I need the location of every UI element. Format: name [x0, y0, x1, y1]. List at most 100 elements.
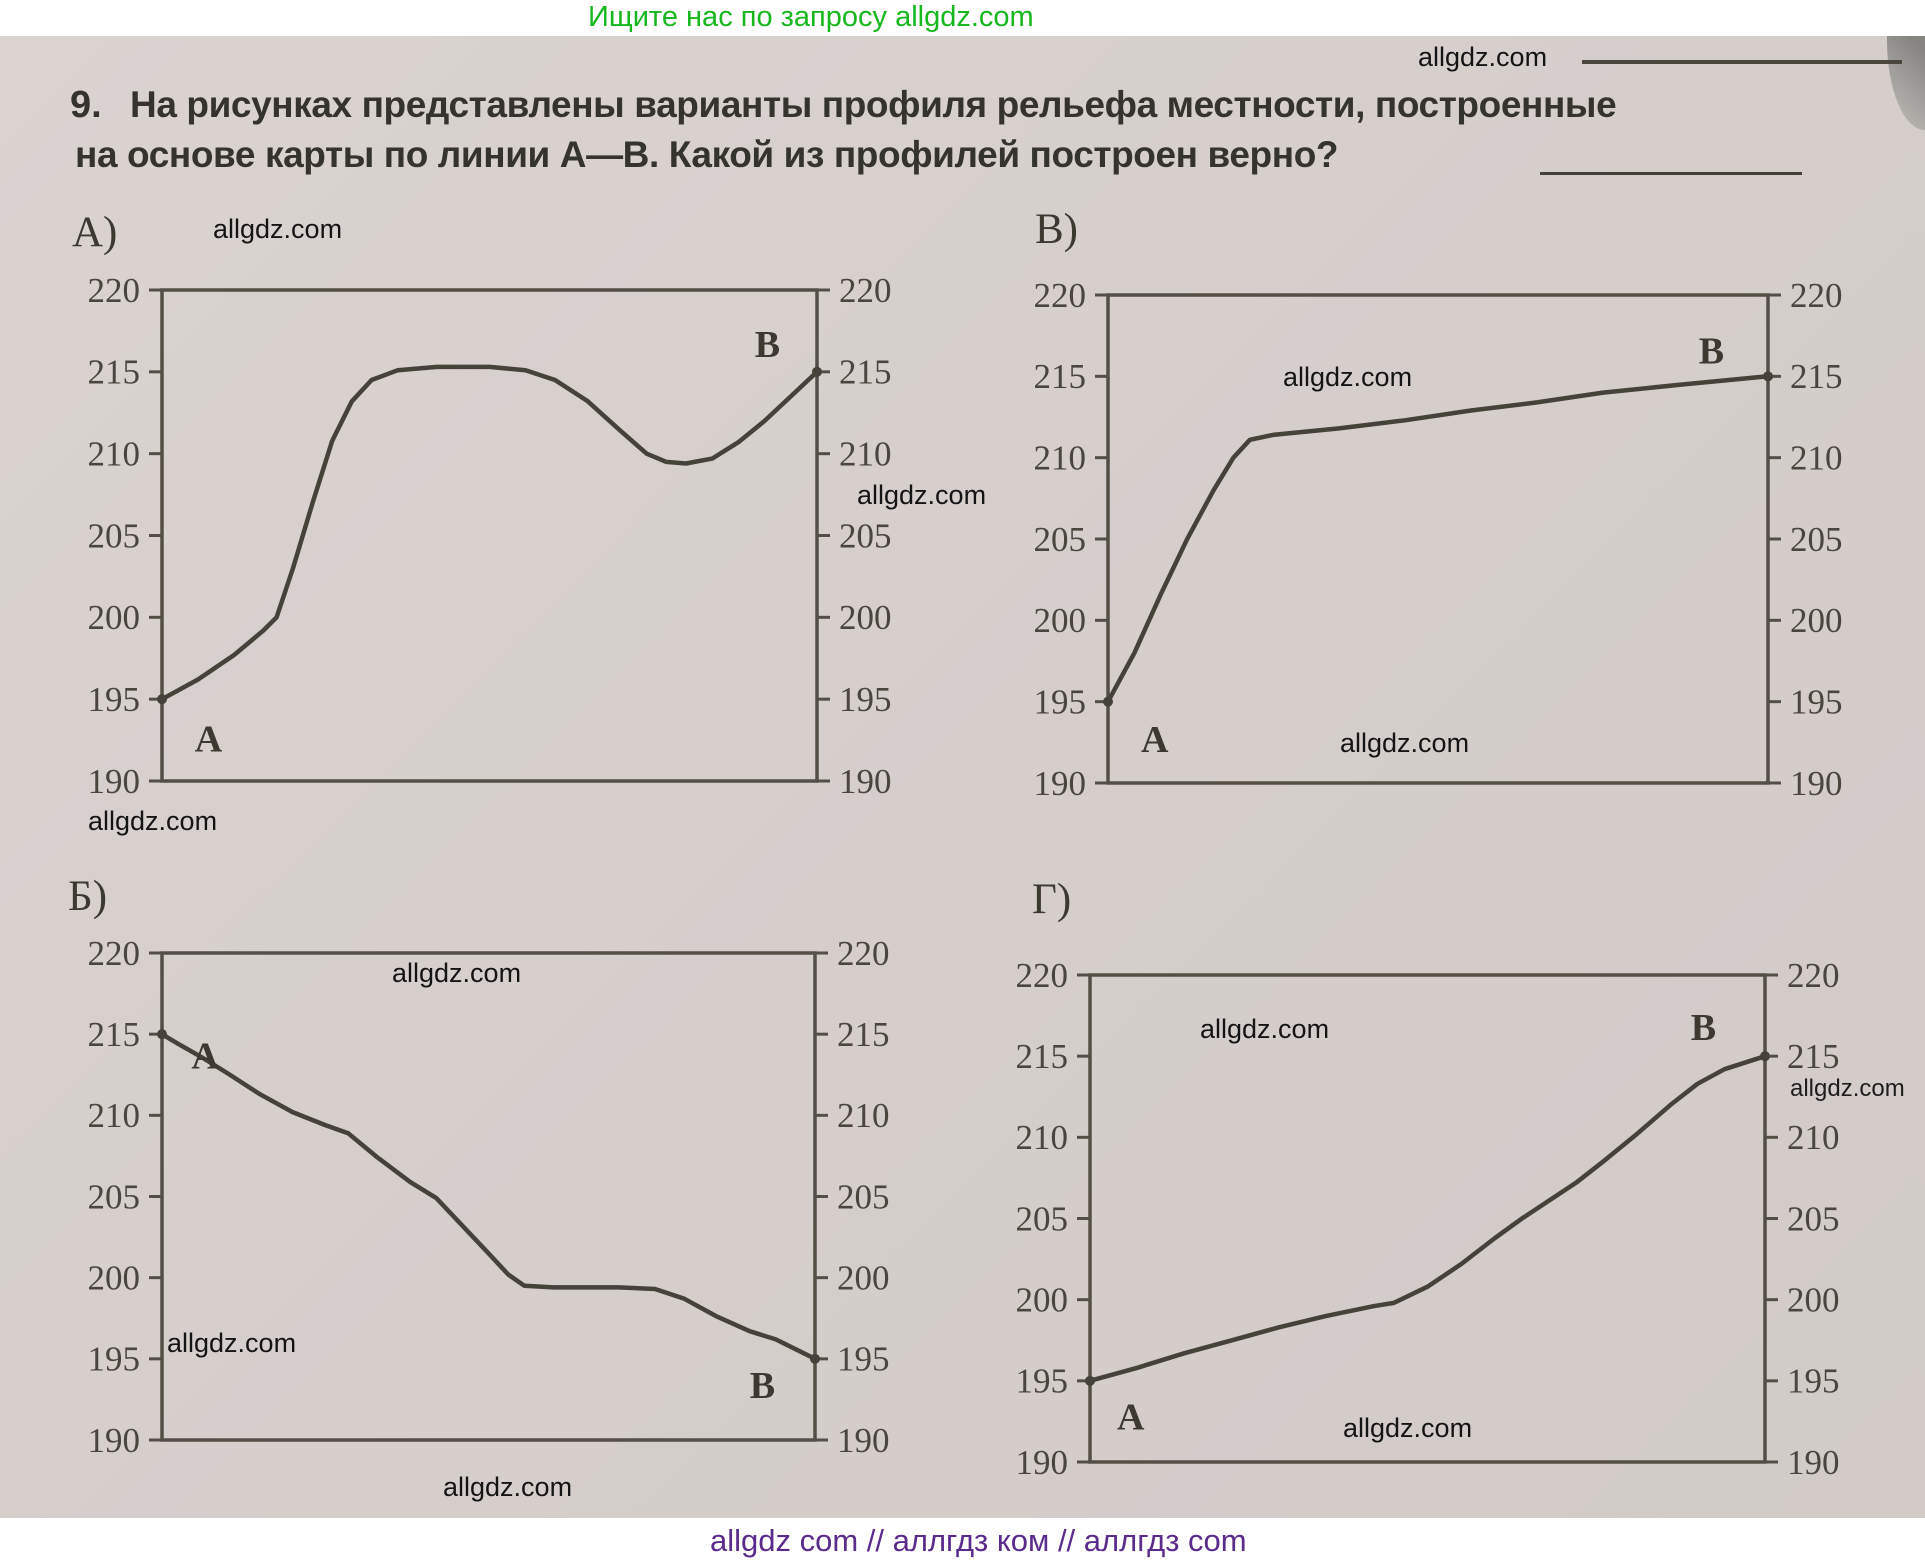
chart-a-profile-curve [159, 364, 820, 702]
chart-g-end-point-label: B [1691, 1007, 1716, 1049]
watermark-allgdz-10: allgdz.com [1200, 1014, 1330, 1044]
chart-v-right-label-190: 190 [1790, 764, 1843, 803]
chart-a-axis-box [160, 288, 819, 783]
chart-v-right-label-205: 205 [1790, 520, 1843, 559]
chart-panel-a: А) 220 220 215 215 210 210 205 205 200 200 195 195 19… [72, 209, 892, 801]
chart-g-panel-label: Г) [1032, 876, 1071, 923]
chart-a-left-label-190: 190 [88, 762, 141, 801]
chart-g-right-label-200: 200 [1787, 1281, 1840, 1320]
chart-b-end-point-label: B [750, 1365, 775, 1407]
chart-v-left-label-195: 195 [1034, 683, 1087, 722]
chart-b-left-label-215: 215 [88, 1015, 141, 1054]
chart-g-point-a-dot [1085, 1375, 1095, 1386]
chart-a-left-label-210: 210 [88, 435, 141, 474]
watermark-allgdz-7: allgdz.com [392, 958, 522, 988]
chart-v-start-point-label: A [1141, 719, 1169, 761]
site-banner-bottom: allgdz com // аллгдз ком // аллгдз com [710, 1523, 1247, 1558]
chart-b-right-label-215: 215 [837, 1015, 890, 1054]
watermark-allgdz-4: allgdz.com [88, 806, 218, 836]
chart-g-axis-box [1088, 973, 1767, 1464]
watermark-allgdz-2: allgdz.com [213, 214, 343, 244]
chart-b-left-label-210: 210 [88, 1096, 141, 1135]
chart-panel-v: В) 220 220 215 215 210 210 205 205 200 200 195 195 19… [1034, 206, 1843, 803]
chart-b-axis-box [160, 951, 817, 1442]
chart-b-left-label-190: 190 [88, 1421, 141, 1460]
chart-g-right-label-195: 195 [1787, 1362, 1840, 1401]
chart-b-panel-label: Б) [68, 873, 107, 920]
answer-blank-line [1540, 172, 1802, 175]
watermark-allgdz-6: allgdz.com [1340, 728, 1470, 758]
chart-g-start-point-label: A [1117, 1397, 1145, 1439]
header-rule-line [1582, 60, 1902, 64]
chart-v-left-label-190: 190 [1034, 764, 1087, 803]
chart-g-left-label-200: 200 [1016, 1281, 1069, 1320]
chart-b-right-label-205: 205 [837, 1177, 890, 1216]
question-text-line2: на основе карты по линии А—В. Какой из п… [75, 134, 1339, 175]
watermark-allgdz-5: allgdz.com [1283, 362, 1413, 392]
chart-b-profile-curve [159, 1031, 818, 1362]
chart-g-right-label-210: 210 [1787, 1118, 1840, 1157]
watermark-allgdz-9: allgdz.com [443, 1472, 573, 1502]
chart-g-point-b-dot [1760, 1051, 1770, 1062]
chart-a-left-label-205: 205 [88, 516, 141, 555]
chart-b-right-label-210: 210 [837, 1096, 890, 1135]
chart-v-left-label-200: 200 [1034, 601, 1087, 640]
chart-a-point-a-dot [157, 694, 167, 705]
chart-a-left-label-195: 195 [88, 680, 141, 719]
chart-v-right-label-220: 220 [1790, 276, 1843, 315]
chart-b-right-label-190: 190 [837, 1421, 890, 1460]
chart-a-right-label-220: 220 [839, 271, 892, 310]
chart-v-panel-label: В) [1035, 206, 1078, 253]
chart-g-left-label-195: 195 [1016, 1362, 1069, 1401]
chart-b-right-label-220: 220 [837, 934, 890, 973]
chart-a-start-point-label: A [195, 719, 223, 761]
chart-v-right-label-215: 215 [1790, 357, 1843, 396]
chart-b-left-label-195: 195 [88, 1340, 141, 1379]
chart-v-point-b-dot [1763, 371, 1773, 382]
chart-a-right-label-205: 205 [839, 516, 892, 555]
chart-a-point-b-dot [812, 366, 822, 377]
chart-a-left-label-200: 200 [88, 598, 141, 637]
chart-a-right-label-210: 210 [839, 435, 892, 474]
chart-b-right-label-195: 195 [837, 1340, 890, 1379]
chart-v-left-label-220: 220 [1034, 276, 1087, 315]
chart-v-left-label-205: 205 [1034, 520, 1087, 559]
chart-g-right-label-205: 205 [1787, 1199, 1840, 1238]
question-number: 9. [70, 84, 102, 126]
chart-a-right-label-200: 200 [839, 598, 892, 637]
chart-v-right-label-200: 200 [1790, 601, 1843, 640]
chart-v-left-label-215: 215 [1034, 357, 1087, 396]
chart-b-start-point-label: A [191, 1035, 219, 1077]
chart-v-end-point-label: B [1699, 330, 1724, 372]
watermark-allgdz-3: allgdz.com [857, 480, 987, 510]
chart-v-right-label-210: 210 [1790, 439, 1843, 478]
watermark-allgdz-11: allgdz.com [1790, 1075, 1905, 1102]
chart-b-point-a-dot [157, 1029, 167, 1040]
chart-a-left-label-220: 220 [88, 271, 141, 310]
chart-v-profile-curve [1105, 374, 1771, 704]
chart-a-panel-label: А) [72, 209, 117, 256]
page-background [0, 36, 1925, 1518]
chart-panel-b: Б) 220 220 215 215 210 210 205 205 200 200 195 195 19… [68, 873, 890, 1460]
chart-a-end-point-label: B [755, 324, 780, 366]
chart-v-point-a-dot [1103, 696, 1113, 707]
chart-b-point-b-dot [810, 1353, 820, 1364]
chart-g-left-label-220: 220 [1016, 956, 1069, 995]
chart-g-left-label-190: 190 [1016, 1443, 1069, 1482]
chart-b-left-label-220: 220 [88, 934, 141, 973]
chart-g-profile-curve [1087, 1053, 1768, 1384]
chart-g-left-label-215: 215 [1016, 1037, 1069, 1076]
site-banner-top: Ищите нас по запросу allgdz.com [588, 1, 1034, 33]
chart-v-axis-box [1106, 293, 1770, 785]
chart-g-right-label-220: 220 [1787, 956, 1840, 995]
chart-v-right-label-195: 195 [1790, 683, 1843, 722]
chart-g-right-label-190: 190 [1787, 1443, 1840, 1482]
chart-a-right-label-195: 195 [839, 680, 892, 719]
chart-panel-g: Г) 220 220 215 215 210 210 205 205 200 200 195 195 19… [1016, 876, 1840, 1482]
question-text-line1: На рисунках представлены варианты профил… [130, 84, 1617, 125]
chart-a-right-label-190: 190 [839, 762, 892, 801]
watermark-allgdz-12: allgdz.com [1343, 1413, 1473, 1443]
chart-g-left-label-210: 210 [1016, 1118, 1069, 1157]
